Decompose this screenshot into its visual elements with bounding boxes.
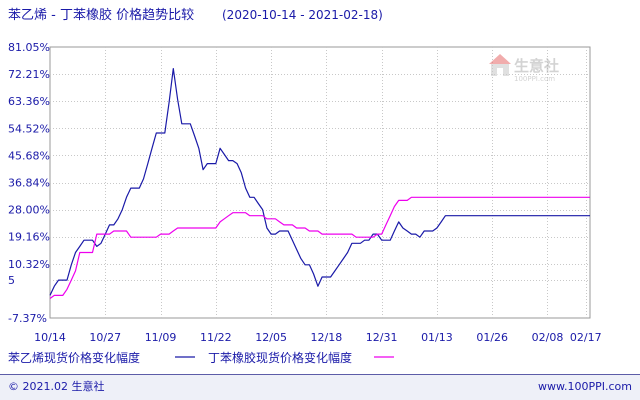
y-tick-label: 63.36% xyxy=(8,95,50,108)
x-tick-label: 02/17 xyxy=(570,331,602,344)
y-axis-ticks: 81.05% 72.21% 63.36% 54.52% 45.68% 36.84% 28.0… xyxy=(8,41,50,325)
footer-copyright: © 2021.02 生意社 xyxy=(8,379,104,393)
x-tick-label: 11/22 xyxy=(200,331,232,344)
legend-label-series-1: 苯乙烯现货价格变化幅度 xyxy=(8,350,140,365)
grid-lines xyxy=(50,47,590,318)
x-tick-label: 02/08 xyxy=(532,331,564,344)
footer-website-link[interactable]: www.100PPI.com xyxy=(538,380,632,393)
chart-date-range: (2020-10-14 - 2021-02-18) xyxy=(222,8,383,22)
x-axis-ticks: 10/14 10/27 11/09 11/22 12/05 12/18 12/31 01/13… xyxy=(34,331,601,344)
series-lines xyxy=(49,67,590,299)
x-tick-label: 10/27 xyxy=(89,331,121,344)
y-tick-label: 5 xyxy=(8,274,15,287)
chart-title: 苯乙烯 - 丁苯橡胶 价格趋势比较 xyxy=(8,7,194,23)
x-tick-label: 12/31 xyxy=(366,331,398,344)
y-tick-label: 54.52% xyxy=(8,122,50,135)
y-tick-label: 36.84% xyxy=(8,177,50,190)
watermark-text: 生意社 xyxy=(514,57,559,75)
watermark-logo-icon xyxy=(489,54,511,76)
y-tick-label: 10.32% xyxy=(8,258,50,271)
x-tick-label: 01/13 xyxy=(421,331,453,344)
legend-label-series-2: 丁苯橡胶现货价格变化幅度 xyxy=(208,350,352,365)
y-tick-label: 72.21% xyxy=(8,68,50,81)
y-tick-label: 28.00% xyxy=(8,204,50,217)
x-tick-label: 12/18 xyxy=(311,331,343,344)
footer-bar xyxy=(0,375,640,400)
watermark-url: 100PPI.com xyxy=(514,75,555,83)
y-tick-label: 81.05% xyxy=(8,41,50,54)
y-tick-label: 45.68% xyxy=(8,149,50,162)
x-tick-label: 11/09 xyxy=(145,331,177,344)
x-tick-label: 10/14 xyxy=(34,331,66,344)
x-tick-label: 12/05 xyxy=(255,331,287,344)
plot-area xyxy=(49,46,591,319)
y-tick-label: -7.37% xyxy=(8,312,47,325)
legend: 苯乙烯现货价格变化幅度 丁苯橡胶现货价格变化幅度 xyxy=(8,350,394,365)
series-line-2 xyxy=(49,196,590,299)
x-tick-label: 01/26 xyxy=(476,331,508,344)
y-tick-label: 19.16% xyxy=(8,231,50,244)
watermark: 生意社 100PPI.com xyxy=(489,54,559,83)
series-line-1 xyxy=(49,67,590,296)
